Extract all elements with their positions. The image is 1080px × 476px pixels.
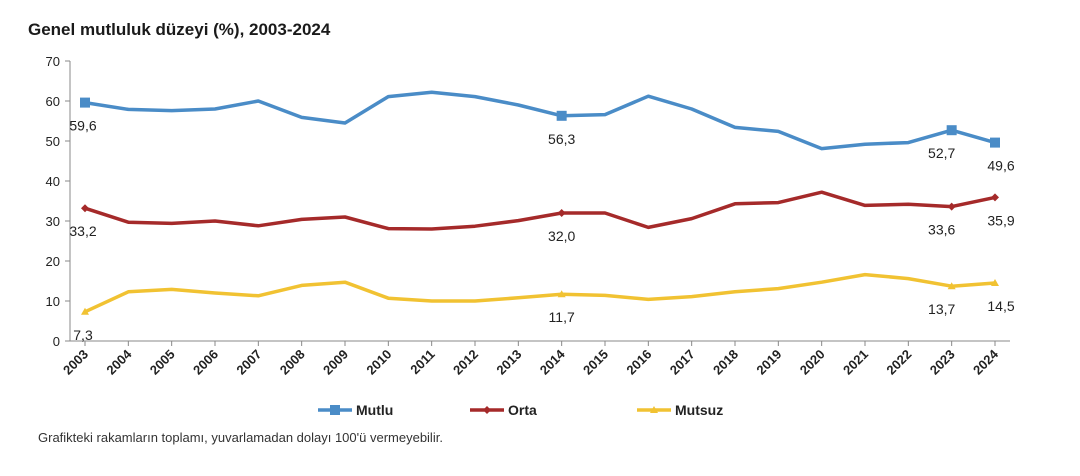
data-label-mutlu: 49,6 (987, 158, 1014, 174)
chart-title: Genel mutluluk düzeyi (%), 2003-2024 (28, 20, 331, 39)
data-point-mutlu (990, 137, 1000, 148)
y-tick-label: 20 (46, 254, 60, 269)
x-tick-label: 2014 (537, 346, 569, 378)
data-point-mutlu (946, 125, 957, 136)
data-point-mutsuz (947, 282, 956, 290)
data-label-orta: 32,0 (548, 228, 575, 244)
footnote: Grafikteki rakamların toplamı, yuvarlama… (38, 430, 443, 445)
y-tick-label: 70 (46, 54, 60, 69)
x-tick-label: 2003 (60, 347, 91, 378)
data-label-mutlu: 52,7 (928, 145, 955, 161)
x-tick-label: 2009 (320, 347, 351, 378)
data-label-mutsuz: 13,7 (928, 301, 955, 317)
data-label-mutsuz: 11,7 (549, 309, 575, 325)
y-axis-ticks: 0 10 20 30 40 50 60 70 (46, 54, 70, 349)
data-label-mutsuz: 14,5 (987, 298, 1014, 314)
x-tick-label: 2004 (103, 346, 135, 378)
x-tick-label: 2016 (623, 347, 654, 378)
chart-axes (69, 61, 1010, 342)
data-point-orta (557, 209, 566, 217)
data-label-mutlu: 59,6 (69, 118, 96, 134)
data-label-orta: 35,9 (987, 212, 1014, 228)
chart-legend: Mutlu Orta Mutsuz (318, 402, 723, 418)
y-tick-label: 60 (46, 94, 60, 109)
x-tick-label: 2005 (147, 347, 178, 378)
x-tick-label: 2023 (927, 347, 958, 378)
series-line-mutsuz (83, 272, 997, 314)
x-tick-label: 2019 (753, 347, 784, 378)
y-tick-label: 0 (53, 334, 60, 349)
legend-marker-mutlu (330, 405, 340, 415)
x-tick-label: 2017 (667, 347, 698, 378)
x-tick-label: 2013 (493, 347, 524, 378)
x-tick-label: 2022 (883, 347, 914, 378)
legend-label-orta: Orta (508, 402, 537, 418)
data-point-orta (81, 204, 89, 213)
x-tick-label: 2024 (970, 346, 1002, 378)
series-line-mutlu (83, 90, 997, 151)
data-labels: 59,6 56,3 52,7 49,6 33,2 32,0 33,6 35,9 7,3 11,7 1… (69, 118, 1014, 343)
data-point-mutlu (80, 97, 90, 108)
x-tick-label: 2006 (190, 347, 221, 378)
y-tick-label: 30 (46, 214, 60, 229)
series-line-orta (83, 190, 997, 231)
x-tick-label: 2007 (233, 347, 264, 378)
x-tick-label: 2008 (277, 347, 308, 378)
data-label-mutlu: 56,3 (548, 131, 575, 147)
data-point-mutsuz (557, 290, 566, 298)
data-point-orta (991, 193, 999, 202)
data-point-orta (947, 202, 956, 211)
x-tick-label: 2012 (450, 347, 481, 378)
data-point-mutlu (556, 110, 567, 121)
legend-marker-mutsuz (650, 406, 658, 413)
legend-label-mutsuz: Mutsuz (675, 402, 723, 418)
data-point-mutsuz (991, 279, 999, 286)
chart-series (80, 90, 1000, 315)
x-tick-label: 2010 (363, 347, 394, 378)
x-tick-label: 2011 (407, 347, 438, 378)
y-tick-label: 50 (46, 134, 60, 149)
data-label-orta: 33,6 (928, 222, 955, 238)
x-tick-label: 2020 (797, 347, 828, 378)
x-tick-label: 2018 (710, 347, 741, 378)
data-label-mutsuz: 7,3 (73, 327, 93, 343)
x-tick-label: 2021 (840, 347, 871, 378)
data-label-orta: 33,2 (69, 223, 96, 239)
x-tick-label: 2015 (580, 347, 611, 378)
legend-label-mutlu: Mutlu (356, 402, 393, 418)
y-tick-label: 40 (46, 174, 60, 189)
y-tick-label: 10 (46, 294, 60, 309)
data-point-mutsuz (81, 307, 89, 315)
legend-marker-orta (483, 406, 491, 414)
x-axis-ticks: 2003 2004 2005 2006 2007 2008 2009 2010 2011 2012… (60, 341, 1002, 378)
